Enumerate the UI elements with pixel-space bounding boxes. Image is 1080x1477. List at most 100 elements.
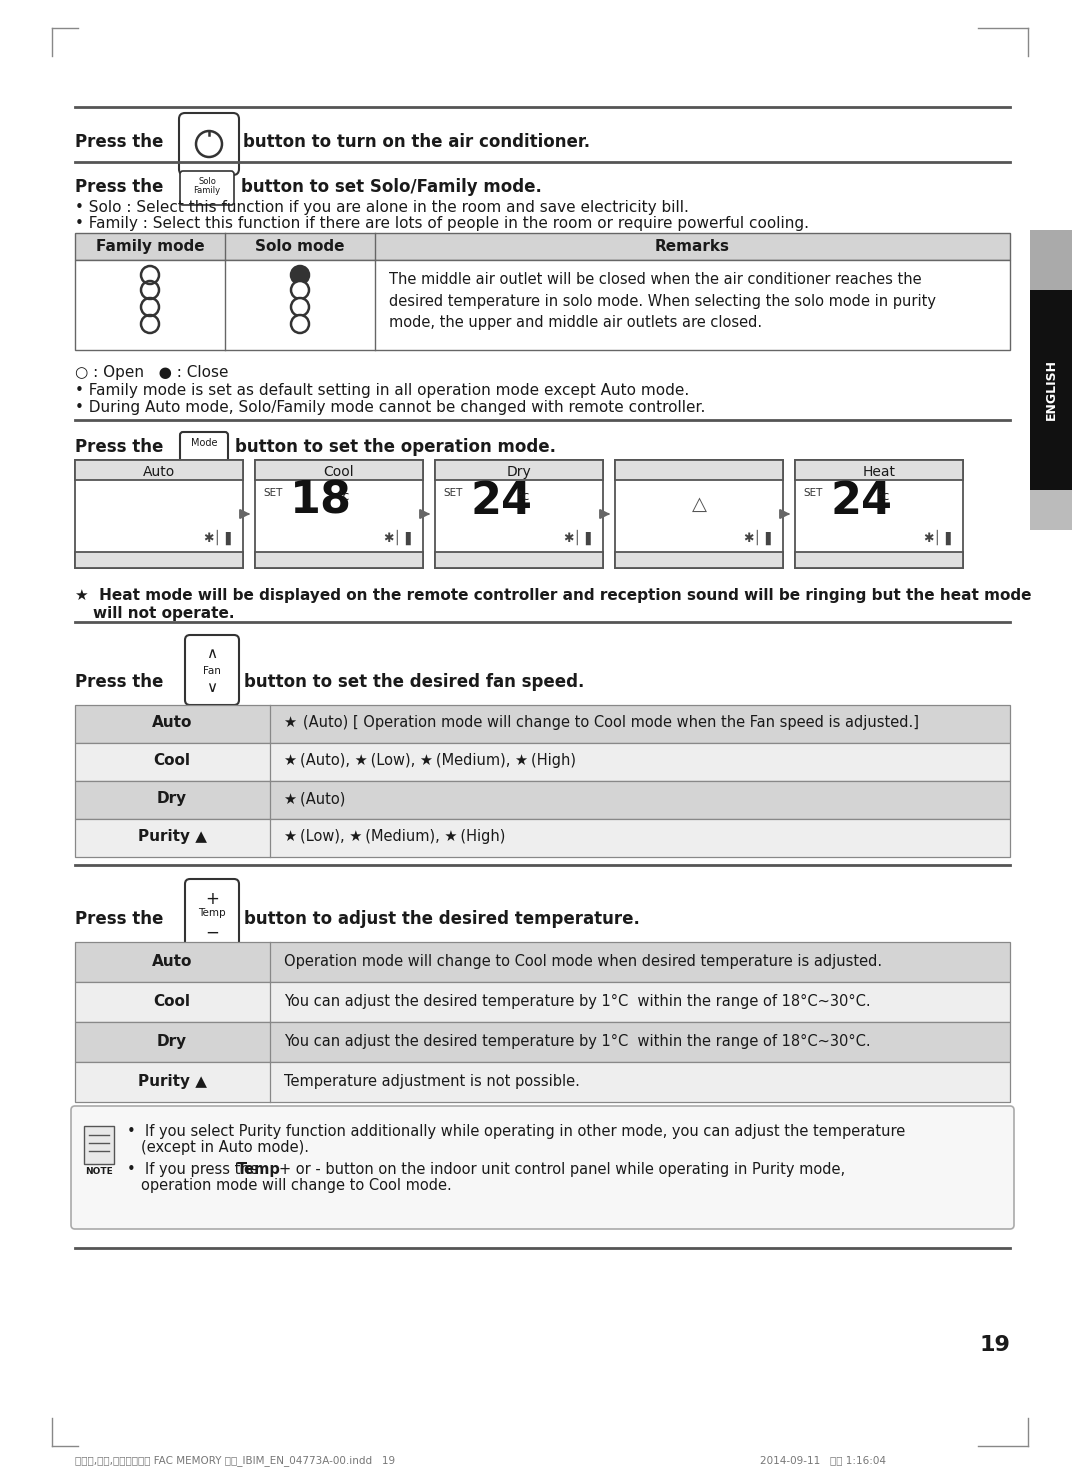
Circle shape (291, 281, 309, 298)
Text: SET: SET (443, 487, 462, 498)
Text: Press the: Press the (75, 179, 163, 196)
Text: Temp: Temp (199, 908, 226, 919)
Text: Remarks: Remarks (654, 239, 729, 254)
Bar (75, 743, 1010, 781)
Bar (615, 459, 783, 480)
Text: ✱│▐: ✱│▐ (923, 530, 950, 545)
Text: Fan: Fan (203, 666, 221, 676)
Bar (795, 459, 963, 569)
Text: Temperature adjustment is not possible.: Temperature adjustment is not possible. (284, 1074, 580, 1089)
Text: Auto: Auto (152, 954, 192, 969)
Circle shape (291, 266, 309, 284)
Circle shape (291, 298, 309, 316)
Text: The middle air outlet will be closed when the air conditioner reaches the
desire: The middle air outlet will be closed whe… (389, 272, 936, 331)
FancyBboxPatch shape (185, 879, 239, 950)
Bar (75, 820, 1010, 857)
Text: Family: Family (193, 186, 220, 195)
Text: NOTE: NOTE (85, 1167, 113, 1176)
Text: Cool: Cool (153, 994, 190, 1009)
Bar (255, 459, 423, 480)
Text: Solo: Solo (198, 177, 216, 186)
Circle shape (291, 315, 309, 332)
Bar (615, 552, 783, 569)
Text: Temp: Temp (237, 1162, 281, 1177)
Bar (1030, 230, 1072, 289)
Text: Auto: Auto (152, 715, 192, 730)
Text: SET: SET (804, 487, 822, 498)
Bar (615, 459, 783, 569)
Bar (255, 552, 423, 569)
Bar (75, 1022, 1010, 1062)
Text: SET: SET (264, 487, 282, 498)
Text: ★ (Auto): ★ (Auto) (284, 792, 346, 806)
Text: 24: 24 (831, 480, 892, 523)
Text: 18: 18 (291, 480, 352, 523)
Text: Press the: Press the (75, 910, 163, 928)
Text: (except in Auto mode).: (except in Auto mode). (141, 1140, 309, 1155)
Text: 사우디,인도,나이지리아향 FAC MEMORY 냉방_IBIM_EN_04773A-00.indd   19: 사우디,인도,나이지리아향 FAC MEMORY 냉방_IBIM_EN_0477… (75, 1455, 395, 1465)
Text: °c: °c (877, 490, 890, 504)
Text: Auto: Auto (143, 465, 175, 479)
Bar (75, 781, 1010, 820)
Bar (435, 459, 603, 480)
FancyBboxPatch shape (185, 635, 239, 705)
Text: Press the: Press the (75, 133, 163, 151)
Text: ✱│▐: ✱│▐ (743, 530, 771, 545)
Text: Cool: Cool (153, 753, 190, 768)
Bar (1030, 289, 1072, 490)
Text: ○ : Open   ● : Close: ○ : Open ● : Close (75, 365, 229, 380)
FancyBboxPatch shape (180, 171, 234, 205)
FancyBboxPatch shape (179, 114, 239, 174)
Text: ✱│▐: ✱│▐ (563, 530, 591, 545)
Bar (75, 705, 1010, 743)
Text: °c: °c (337, 490, 350, 504)
Bar (75, 1062, 1010, 1102)
FancyBboxPatch shape (84, 1125, 114, 1164)
Text: ✱│▐: ✱│▐ (383, 530, 410, 545)
Text: Dry: Dry (157, 792, 187, 806)
Text: ∨: ∨ (206, 679, 217, 696)
Text: ★ (Auto), ★ (Low), ★ (Medium), ★ (High): ★ (Auto), ★ (Low), ★ (Medium), ★ (High) (284, 753, 576, 768)
Bar (75, 233, 1010, 260)
Text: • During Auto mode, Solo/Family mode cannot be changed with remote controller.: • During Auto mode, Solo/Family mode can… (75, 400, 705, 415)
Text: Dry: Dry (157, 1034, 187, 1049)
Text: •  If you select Purity function additionally while operating in other mode, you: • If you select Purity function addition… (127, 1124, 905, 1139)
Bar (255, 459, 423, 569)
Text: ∧: ∧ (206, 645, 217, 662)
Bar (435, 459, 603, 569)
Text: 19: 19 (980, 1335, 1010, 1354)
Text: Purity ▲: Purity ▲ (137, 1074, 206, 1089)
Text: button to set Solo/Family mode.: button to set Solo/Family mode. (241, 179, 542, 196)
Bar (75, 459, 243, 569)
Text: Dry: Dry (507, 465, 531, 479)
Text: will not operate.: will not operate. (93, 606, 234, 620)
Bar (75, 459, 243, 480)
Text: You can adjust the desired temperature by 1°C  within the range of 18°C~30°C.: You can adjust the desired temperature b… (284, 994, 870, 1009)
Text: +: + (205, 891, 219, 908)
Text: △: △ (691, 495, 706, 514)
Text: Solo mode: Solo mode (255, 239, 345, 254)
Bar (795, 459, 963, 480)
Text: button to adjust the desired temperature.: button to adjust the desired temperature… (244, 910, 639, 928)
Bar (75, 982, 1010, 1022)
Text: operation mode will change to Cool mode.: operation mode will change to Cool mode. (141, 1179, 451, 1193)
Bar (75, 260, 1010, 350)
Text: Press the: Press the (75, 674, 163, 691)
Bar (1030, 490, 1072, 530)
Text: Family mode: Family mode (96, 239, 204, 254)
Text: ★ (Low), ★ (Medium), ★ (High): ★ (Low), ★ (Medium), ★ (High) (284, 829, 505, 843)
Text: •  If you press the: • If you press the (127, 1162, 264, 1177)
Text: Cool: Cool (324, 465, 354, 479)
FancyBboxPatch shape (180, 431, 228, 462)
Bar (795, 552, 963, 569)
Text: Heat: Heat (863, 465, 895, 479)
Text: ENGLISH: ENGLISH (1044, 359, 1057, 421)
Text: • Family mode is set as default setting in all operation mode except Auto mode.: • Family mode is set as default setting … (75, 383, 689, 397)
Text: 24: 24 (470, 480, 532, 523)
Bar (75, 552, 243, 569)
Text: ★  (Auto) [ Operation mode will change to Cool mode when the Fan speed is adjust: ★ (Auto) [ Operation mode will change to… (284, 715, 919, 730)
Text: Mode: Mode (191, 439, 217, 448)
Text: Press the: Press the (75, 439, 163, 456)
Text: button to set the operation mode.: button to set the operation mode. (235, 439, 556, 456)
Text: + or - button on the indoor unit control panel while operating in Purity mode,: + or - button on the indoor unit control… (279, 1162, 846, 1177)
